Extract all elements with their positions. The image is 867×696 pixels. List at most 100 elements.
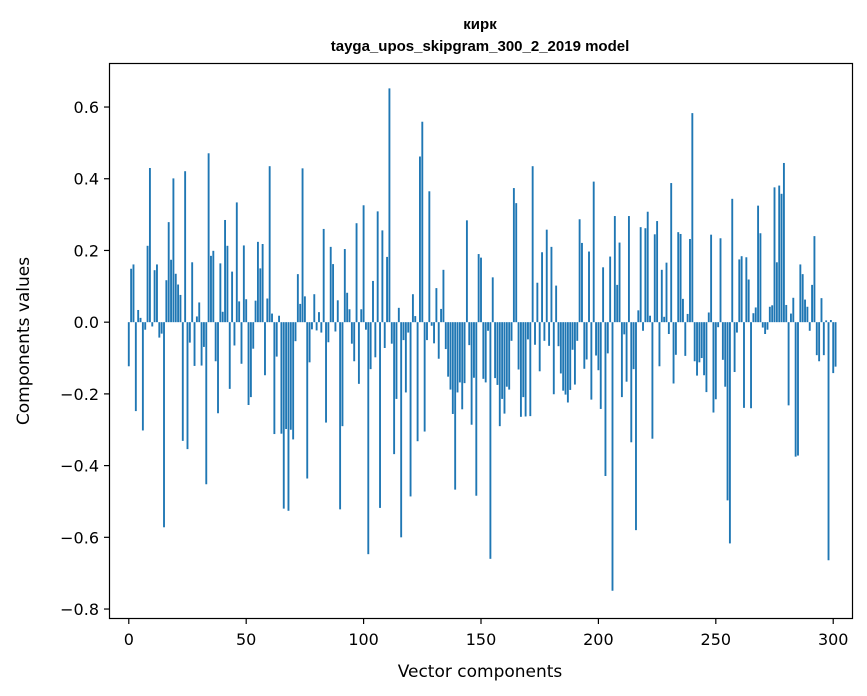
bar-209 bbox=[618, 242, 621, 323]
bar-135 bbox=[444, 322, 447, 350]
bar-37 bbox=[214, 322, 217, 362]
x-tick-label: 300 bbox=[818, 630, 849, 649]
bar-271 bbox=[764, 322, 767, 334]
bar-260 bbox=[738, 259, 741, 323]
bar-17 bbox=[167, 222, 170, 323]
bar-26 bbox=[188, 322, 191, 343]
bar-35 bbox=[210, 255, 212, 323]
bar-13 bbox=[158, 322, 161, 338]
bar-167 bbox=[519, 322, 522, 417]
bar-122 bbox=[414, 316, 417, 323]
bar-95 bbox=[350, 322, 353, 344]
bar-215 bbox=[632, 322, 635, 370]
bar-41 bbox=[224, 219, 226, 323]
bar-264 bbox=[747, 279, 750, 323]
bar-11 bbox=[153, 270, 156, 323]
bar-45 bbox=[233, 322, 236, 346]
bar-244 bbox=[700, 322, 703, 359]
bar-187 bbox=[566, 322, 569, 403]
bar-157 bbox=[496, 322, 499, 385]
bar-128 bbox=[428, 191, 431, 323]
bar-292 bbox=[813, 236, 816, 323]
bar-235 bbox=[679, 233, 682, 323]
bar-14 bbox=[160, 322, 163, 334]
bar-223 bbox=[651, 322, 654, 439]
bar-286 bbox=[799, 264, 802, 323]
bar-86 bbox=[329, 246, 332, 323]
bar-195 bbox=[585, 322, 588, 360]
bar-81 bbox=[318, 312, 320, 323]
bar-297 bbox=[825, 320, 828, 323]
bar-293 bbox=[815, 322, 818, 356]
bar-50 bbox=[245, 299, 248, 323]
bar-127 bbox=[426, 322, 428, 341]
bar-147 bbox=[473, 322, 475, 378]
bar-220 bbox=[644, 228, 647, 323]
bar-87 bbox=[332, 264, 335, 323]
bar-10 bbox=[151, 322, 154, 327]
bar-210 bbox=[620, 322, 623, 398]
chart-subtitle: tayga_upos_skipgram_300_2_2019 model bbox=[331, 38, 630, 55]
bar-78 bbox=[311, 322, 313, 330]
bar-156 bbox=[494, 322, 497, 379]
bar-206 bbox=[611, 322, 614, 591]
bar-295 bbox=[820, 298, 823, 323]
bar-117 bbox=[402, 322, 405, 341]
bar-27 bbox=[191, 262, 194, 323]
bar-143 bbox=[463, 322, 466, 384]
bar-201 bbox=[599, 322, 602, 409]
bar-38 bbox=[217, 322, 219, 414]
bar-158 bbox=[498, 322, 501, 427]
bar-193 bbox=[581, 242, 583, 323]
bar-76 bbox=[306, 322, 309, 479]
bar-176 bbox=[541, 252, 543, 323]
bar-108 bbox=[381, 230, 384, 323]
bar-133 bbox=[440, 308, 443, 323]
y-axis-label: Components values bbox=[14, 257, 34, 425]
bar-225 bbox=[656, 221, 659, 323]
bar-207 bbox=[613, 216, 616, 323]
bar-131 bbox=[435, 288, 438, 323]
bar-8 bbox=[146, 245, 149, 323]
bar-161 bbox=[505, 322, 508, 387]
bar-182 bbox=[555, 285, 558, 323]
bar-79 bbox=[313, 294, 316, 323]
bar-247 bbox=[707, 312, 710, 323]
bar-208 bbox=[616, 284, 619, 323]
bar-194 bbox=[583, 322, 586, 369]
bar-151 bbox=[482, 322, 485, 379]
y-tick-label: −0.4 bbox=[60, 457, 99, 476]
bar-74 bbox=[301, 168, 304, 323]
bar-30 bbox=[198, 302, 201, 323]
bar-169 bbox=[524, 322, 527, 417]
bar-150 bbox=[480, 257, 482, 323]
bar-61 bbox=[271, 313, 273, 323]
bar-281 bbox=[787, 322, 790, 406]
bar-83 bbox=[322, 228, 325, 323]
bar-107 bbox=[379, 322, 381, 508]
bar-22 bbox=[179, 294, 182, 323]
bar-24 bbox=[184, 171, 187, 323]
bar-138 bbox=[451, 322, 454, 414]
bar-134 bbox=[442, 269, 445, 323]
bar-98 bbox=[357, 322, 360, 384]
bar-118 bbox=[404, 322, 407, 393]
bar-60 bbox=[268, 166, 271, 323]
bar-94 bbox=[348, 309, 351, 323]
bar-139 bbox=[454, 322, 457, 490]
bar-263 bbox=[745, 257, 748, 323]
bar-266 bbox=[752, 313, 755, 323]
bar-51 bbox=[247, 322, 250, 405]
bar-18 bbox=[170, 259, 172, 323]
bar-0 bbox=[127, 322, 130, 367]
bar-279 bbox=[782, 162, 785, 323]
bar-241 bbox=[693, 322, 696, 362]
bar-216 bbox=[635, 322, 637, 531]
bar-71 bbox=[294, 322, 297, 342]
bar-261 bbox=[740, 256, 743, 323]
y-tick-label: −0.6 bbox=[60, 528, 99, 547]
bar-224 bbox=[653, 234, 656, 323]
bar-185 bbox=[562, 322, 565, 391]
bar-218 bbox=[639, 227, 642, 323]
bar-136 bbox=[447, 322, 450, 377]
